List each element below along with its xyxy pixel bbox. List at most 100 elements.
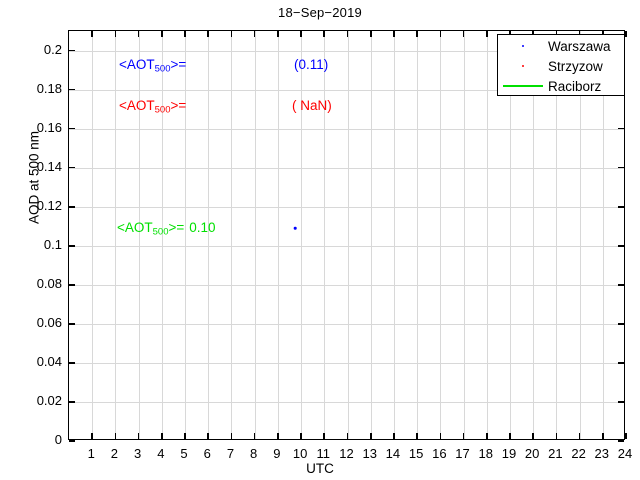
x-tick-mark — [300, 433, 302, 439]
x-tick-mark — [323, 433, 326, 439]
vertical-gridline — [92, 31, 94, 439]
x-tick-label: 2 — [110, 446, 119, 461]
x-tick-mark — [625, 31, 627, 37]
x-tick-label: 18 — [478, 446, 493, 461]
x-tick-mark — [114, 31, 117, 37]
x-tick-label: 15 — [408, 446, 424, 461]
vertical-gridline — [231, 31, 233, 439]
annotations: <AOT500>= (0.11) <AOT500>= ( NaN) <AOT500>= 0… — [69, 31, 624, 439]
y-tick-mark — [69, 49, 75, 52]
annotation-raciborz-mean: <AOT500>= 0.10 — [117, 221, 216, 237]
vertical-gridline — [301, 31, 303, 439]
y-tick-mark — [618, 362, 624, 364]
x-tick-mark — [393, 31, 395, 37]
x-tick-label: 23 — [594, 446, 610, 461]
x-tick-label: 12 — [339, 446, 354, 461]
x-tick-label: 16 — [432, 446, 447, 461]
vertical-gridline — [254, 31, 256, 439]
x-tick-label: 10 — [292, 446, 308, 461]
horizontal-gridline — [69, 128, 624, 130]
y-tick-mark — [69, 440, 75, 442]
legend: Warszawa Strzyzow Raciborz — [497, 34, 625, 96]
legend-dot-icon — [498, 44, 548, 48]
x-tick-label: 1 — [87, 446, 95, 461]
vertical-gridline — [579, 31, 581, 439]
x-tick-mark — [532, 433, 534, 439]
vertical-gridline — [602, 31, 604, 439]
y-axis-label: AOD at 500 nm — [26, 130, 42, 225]
y-tick-mark — [69, 323, 75, 325]
x-tick-mark — [439, 433, 442, 439]
x-tick-mark — [137, 433, 140, 439]
x-tick-mark — [369, 31, 372, 37]
y-tick-mark — [69, 88, 75, 91]
y-tick-label: 0.1 — [43, 236, 62, 252]
vertical-gridline — [277, 31, 279, 439]
vertical-gridline — [509, 31, 511, 439]
annotation-value: (0.11) — [294, 57, 329, 72]
y-tick-mark — [618, 323, 624, 325]
horizontal-gridline — [69, 245, 624, 247]
x-tick-mark — [161, 31, 163, 37]
x-tick-mark — [114, 433, 117, 439]
y-tick-mark — [618, 166, 624, 169]
legend-item-raciborz[interactable]: Raciborz — [498, 76, 624, 96]
x-tick-mark — [393, 433, 395, 439]
x-tick-mark — [485, 433, 488, 439]
horizontal-gridline — [69, 89, 624, 91]
y-tick-label: 0.06 — [36, 314, 62, 330]
y-tick-label: 0.12 — [36, 197, 62, 213]
y-tick-label: 0.16 — [36, 119, 62, 135]
y-tick-mark — [69, 127, 75, 130]
horizontal-gridline — [69, 362, 624, 364]
y-tick-mark — [69, 401, 75, 403]
legend-item-label: Warszawa — [548, 38, 611, 54]
x-tick-label: 5 — [180, 446, 188, 461]
x-tick-mark — [137, 31, 140, 37]
y-tick-label: 0.08 — [36, 275, 62, 291]
x-tick-mark — [601, 433, 604, 439]
vertical-gridline — [533, 31, 535, 439]
x-tick-mark — [253, 31, 256, 37]
x-tick-mark — [207, 433, 210, 439]
vertical-gridline — [440, 31, 442, 439]
x-tick-label: 8 — [250, 446, 258, 461]
y-tick-label: 0 — [54, 432, 62, 447]
legend-item-warszawa[interactable]: Warszawa — [498, 36, 624, 56]
x-tick-label: 3 — [134, 446, 142, 461]
gridlines — [69, 31, 624, 439]
legend-item-label: Raciborz — [548, 78, 602, 94]
x-tick-mark — [485, 31, 488, 37]
annotation-warszawa-mean: <AOT500>= (0.11) — [119, 58, 328, 74]
y-tick-label: 0.2 — [43, 41, 62, 57]
y-tick-mark — [618, 244, 624, 247]
x-tick-mark — [369, 433, 372, 439]
annotation-label: <AOT500>= — [117, 220, 185, 238]
vertical-gridline — [347, 31, 349, 439]
horizontal-gridline — [69, 206, 624, 208]
vertical-gridline — [324, 31, 326, 439]
y-tick-mark — [69, 244, 75, 247]
x-tick-label: 20 — [524, 446, 540, 461]
x-axis-label: UTC — [306, 461, 334, 476]
vertical-gridline — [115, 31, 117, 439]
x-tick-label: 7 — [226, 446, 235, 461]
x-tick-label: 9 — [273, 446, 281, 461]
legend-dot-icon — [498, 64, 548, 68]
x-tick-mark — [230, 31, 233, 37]
plot-area: <AOT500>= (0.11) <AOT500>= ( NaN) <AOT500>= 0… — [68, 30, 627, 442]
y-tick-mark — [618, 440, 624, 442]
annotation-label: <AOT500>= — [119, 98, 187, 116]
vertical-gridline — [185, 31, 187, 439]
x-tick-mark — [439, 31, 442, 37]
x-tick-mark — [346, 31, 349, 37]
y-tick-mark — [69, 284, 75, 286]
legend-item-label: Strzyzow — [548, 58, 603, 74]
vertical-gridline — [486, 31, 488, 439]
data-point-warszawa — [293, 226, 297, 230]
horizontal-gridline — [69, 284, 624, 286]
annotation-value: 0.10 — [189, 220, 216, 235]
legend-item-strzyzow[interactable]: Strzyzow — [498, 56, 624, 76]
y-tick-mark — [69, 166, 75, 169]
x-tick-mark — [277, 31, 279, 37]
